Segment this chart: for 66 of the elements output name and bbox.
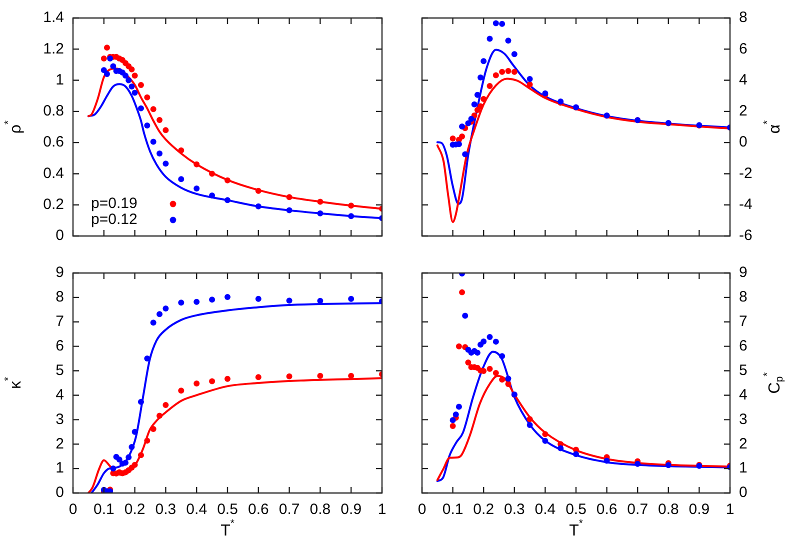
y2-axis-title: α* xyxy=(762,120,784,134)
y-tick-label: 0.2 xyxy=(43,196,64,213)
y2-tick-label: 0 xyxy=(739,484,748,502)
x-tick-label: 0 xyxy=(418,501,426,518)
x-tick-label: 0.6 xyxy=(596,501,618,518)
y-tick-label: 8 xyxy=(56,288,64,306)
y2-tick-label: -2 xyxy=(739,164,752,182)
y-axis-title: κ* xyxy=(4,376,24,390)
y2-tick-label: 6 xyxy=(739,40,748,58)
x-tick-label: 0.9 xyxy=(340,501,362,518)
y-tick-label: 1 xyxy=(56,460,64,477)
y-tick-label: 0 xyxy=(56,484,64,502)
y2-tick-label: 0 xyxy=(739,134,748,151)
x-tick-label: 0.4 xyxy=(534,501,556,518)
y2-tick-label: 2 xyxy=(739,102,748,120)
y2-tick-label: 4 xyxy=(739,386,748,404)
y-tick-label: 4 xyxy=(56,386,64,404)
y2-tick-label: 1 xyxy=(739,460,748,477)
x-tick-label: 0.8 xyxy=(658,501,679,518)
x-tick-label: 0.4 xyxy=(186,501,208,518)
x-tick-label: 0.8 xyxy=(310,501,331,518)
x-tick-label: 0.1 xyxy=(93,501,114,518)
y2-tick-label: 8 xyxy=(739,288,748,306)
y-tick-label: 0.4 xyxy=(43,164,64,182)
x-tick-label: 0.6 xyxy=(248,501,269,518)
y-tick-label: 9 xyxy=(56,264,64,282)
y2-tick-label: 2 xyxy=(739,435,748,452)
y2-tick-label: 6 xyxy=(739,337,748,354)
x-tick-label: 0.7 xyxy=(627,501,648,518)
x-axis-title: T* xyxy=(569,518,583,540)
y2-tick-label: 9 xyxy=(739,264,748,282)
y-tick-label: 0.6 xyxy=(43,134,64,151)
x-tick-label: 0.2 xyxy=(473,501,494,518)
y2-axis-title: Cp* xyxy=(762,372,786,394)
y-tick-label: 1.4 xyxy=(43,9,64,26)
x-tick-label: 0.2 xyxy=(124,501,146,518)
y-tick-label: 7 xyxy=(56,313,64,330)
y2-tick-label: 8 xyxy=(739,9,748,26)
legend-label: p=0.19 xyxy=(91,195,138,212)
y-tick-label: 5 xyxy=(56,362,64,379)
y-tick-label: 0 xyxy=(56,227,64,244)
x-tick-label: 0.5 xyxy=(217,501,238,518)
y2-tick-label: 7 xyxy=(739,313,748,330)
x-tick-label: 0.1 xyxy=(442,501,464,518)
x-tick-label: 0.5 xyxy=(566,501,586,518)
y2-tick-label: -6 xyxy=(739,227,752,244)
x-axis-title: T* xyxy=(220,518,234,540)
y-axis-title: ρ* xyxy=(4,120,24,134)
x-tick-label: 0.3 xyxy=(155,501,176,518)
x-tick-label: 0.7 xyxy=(278,501,300,518)
x-tick-label: 0.9 xyxy=(688,501,710,518)
y2-tick-label: 5 xyxy=(739,362,748,379)
x-tick-label: 1 xyxy=(726,501,734,518)
x-tick-label: 0 xyxy=(68,501,78,518)
y2-tick-label: -4 xyxy=(739,196,752,213)
y-tick-label: 3 xyxy=(56,410,64,428)
y-tick-label: 6 xyxy=(56,337,64,354)
x-tick-label: 0.3 xyxy=(504,501,525,518)
y-tick-label: 1 xyxy=(56,71,64,88)
y2-tick-label: 4 xyxy=(739,71,748,88)
x-tick-label: 1 xyxy=(378,501,386,518)
y-tick-label: 2 xyxy=(56,435,64,452)
legend-label: p=0.12 xyxy=(91,211,138,228)
y-tick-label: 1.2 xyxy=(43,40,64,58)
y2-tick-label: 3 xyxy=(739,410,748,428)
y-tick-label: 0.8 xyxy=(43,102,64,120)
